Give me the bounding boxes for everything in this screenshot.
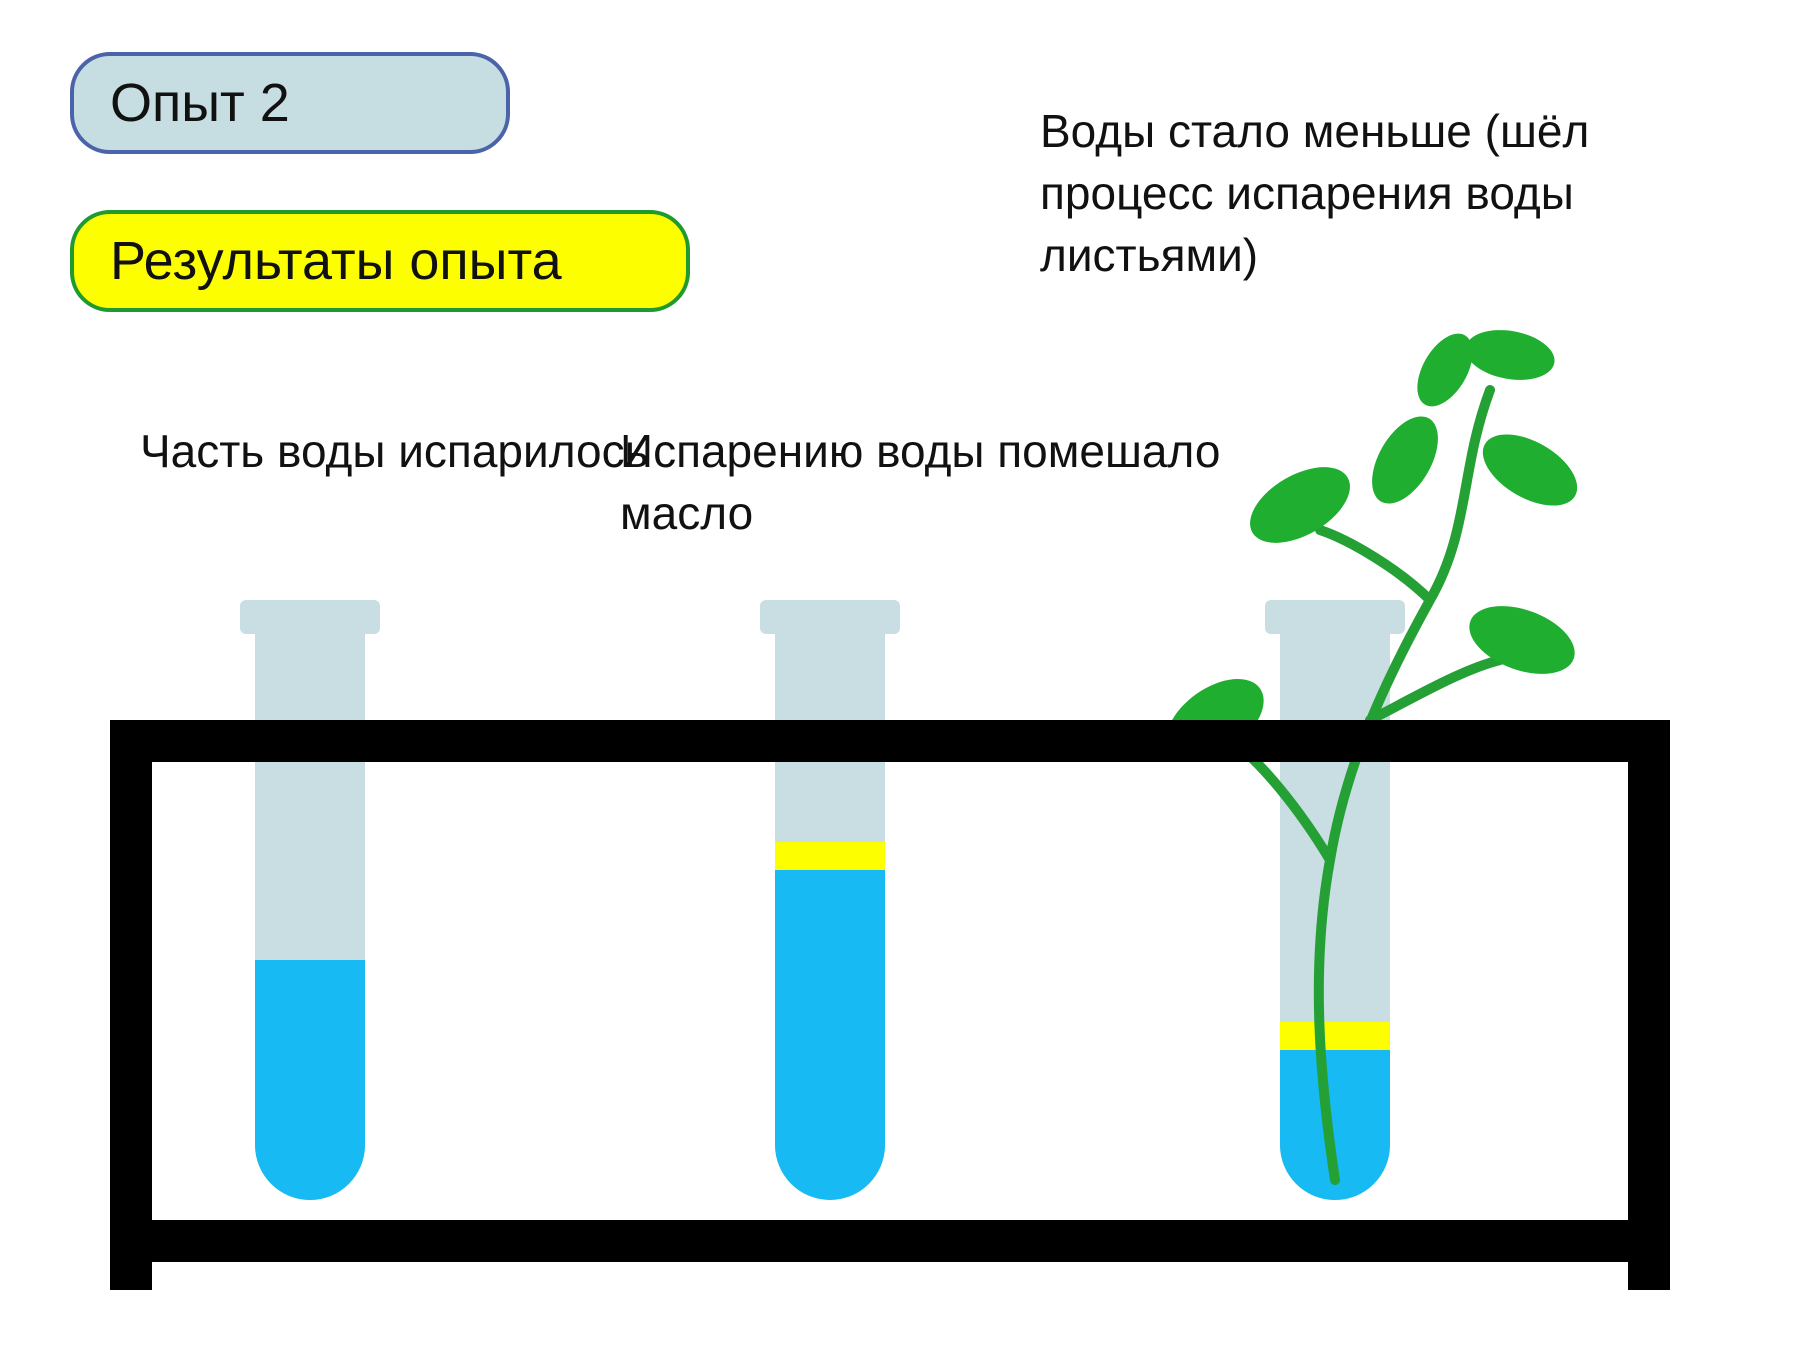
tube-rim — [240, 600, 380, 634]
tube-water — [255, 960, 365, 1200]
tube-rim — [760, 600, 900, 634]
rack-leg-right — [1628, 720, 1670, 1290]
rack-bar-bottom — [110, 1220, 1670, 1262]
tube-1 — [240, 600, 380, 1200]
plant-leaf — [1471, 420, 1589, 520]
experiment-diagram — [0, 0, 1800, 1350]
rack-bar-top — [110, 720, 1670, 762]
plant-leaf — [1358, 405, 1451, 514]
plant-leaf — [1460, 593, 1584, 687]
plant-leaf — [1462, 324, 1559, 387]
tube-oil — [775, 842, 885, 870]
rack-leg-left — [110, 720, 152, 1290]
tube-2 — [760, 600, 900, 1200]
tube-rim — [1265, 600, 1405, 634]
tube-water — [775, 870, 885, 1200]
tube-oil — [1280, 1022, 1390, 1050]
